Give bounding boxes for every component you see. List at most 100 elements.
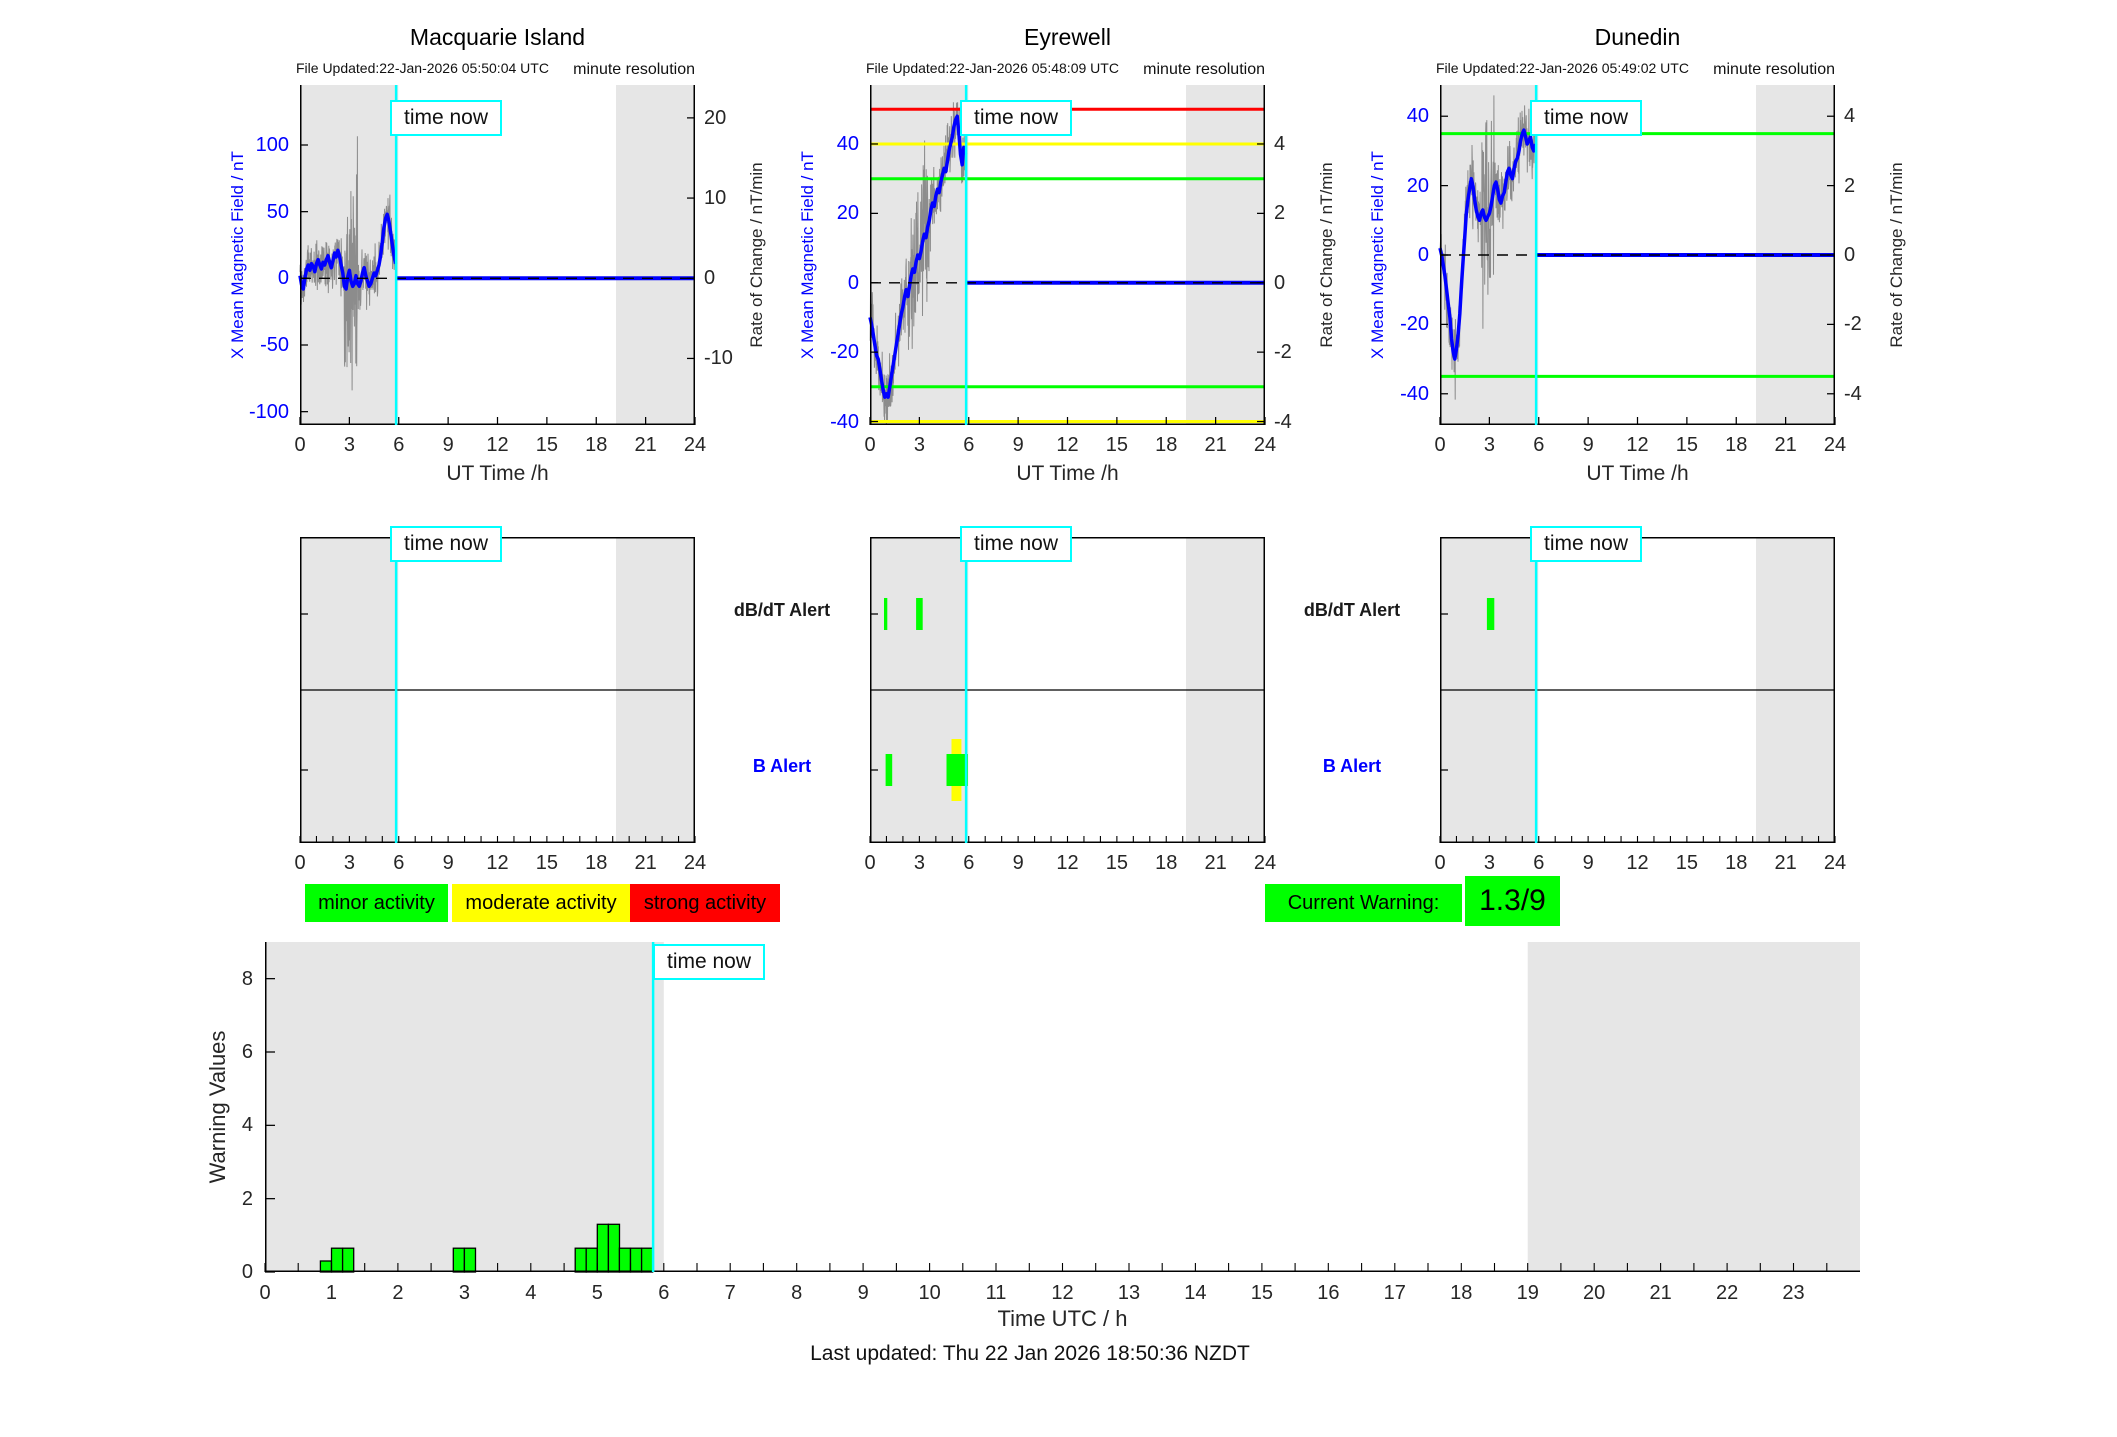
tick-label: 23 [1782,1282,1805,1304]
tick-label: 21 [1774,852,1797,874]
mean-field-line [1438,128,1538,361]
tick-label: 12 [1051,1282,1074,1304]
tick-label: 24 [683,434,707,456]
tick-label: -40 [1400,382,1429,405]
tick-label: 24 [1253,852,1277,874]
tick-label: 0 [704,267,716,290]
magnetometer-chart [1438,85,1836,425]
tick-label: 24 [1823,852,1847,874]
tick-label: 9 [857,1282,869,1304]
tick-label: 3 [458,1282,470,1304]
tick-label: -20 [1400,313,1429,336]
y-axis-label-right: Rate of Change / nT/min [1317,162,1336,348]
time-now-label: time now [390,526,503,562]
tick-label: 1 [325,1282,338,1304]
station-title: Dunedin [1594,24,1681,50]
tick-label: 0 [1434,434,1446,456]
tick-label: 0 [294,852,306,874]
tick-label: 2 [1274,202,1286,225]
tick-label: 21 [1204,434,1227,456]
tick-label: 17 [1383,1282,1406,1304]
tick-label: 0 [294,434,306,456]
tick-label: 3 [1483,434,1495,456]
x-axis-label: UT Time /h [446,462,549,485]
resolution-note: minute resolution [1713,61,1835,78]
tick-label: 4 [1274,132,1286,155]
tick-label: 40 [836,132,859,155]
tick-label: 2 [1844,174,1856,197]
alert-bar-minor [916,598,923,630]
tick-label: 4 [525,1282,537,1304]
time-now-label: time now [653,944,766,980]
tick-label: -4 [1274,410,1292,433]
tick-label: 19 [1516,1282,1539,1304]
tick-label: 15 [1675,852,1698,874]
tick-label: 18 [1450,1282,1473,1304]
tick-label: -20 [830,341,859,364]
b-alert-row-label: B Alert [752,756,812,776]
magnetometer-chart [298,85,696,425]
tick-label: 21 [1774,434,1797,456]
night-shading [265,942,664,1272]
tick-label: 15 [535,434,558,456]
tick-label: 6 [1533,434,1545,456]
raw-minute-trace [869,102,967,426]
tick-label: 0 [1417,244,1429,266]
tick-label: 0 [864,852,876,874]
mean-field-line [298,212,398,291]
tick-label: 5 [591,1282,603,1304]
warning-bar [596,1223,610,1273]
tick-label: 9 [1582,852,1594,874]
tick-label: 0 [864,434,876,456]
tick-label: 15 [1250,1282,1273,1304]
warning-bar [607,1223,621,1273]
warning-bar [452,1247,466,1273]
tick-label: 2 [241,1187,253,1210]
warning-bar [330,1247,344,1273]
tick-label: 9 [1582,434,1594,456]
tick-label: 10 [704,187,727,210]
tick-label: 14 [1184,1282,1207,1304]
tick-label: 12 [486,434,509,456]
dbdt-alert-row-label: dB/dT Alert [1303,600,1401,620]
tick-label: 9 [1012,852,1024,874]
station-title: Eyrewell [1024,24,1111,50]
tick-label: 0 [1434,852,1446,874]
tick-label: -100 [248,400,289,423]
tick-label: 11 [985,1282,1007,1304]
tick-label: 18 [1155,852,1178,874]
night-shading [1186,85,1265,425]
tick-label: 24 [1823,434,1847,456]
tick-label: 9 [442,434,454,456]
night-shading [616,85,695,425]
tick-label: 21 [634,852,657,874]
tick-label: 13 [1117,1282,1141,1304]
tick-label: 6 [963,434,975,456]
tick-label: 0 [259,1282,271,1304]
tick-label: 40 [1406,105,1429,128]
tick-label: 7 [724,1282,736,1304]
alert-bar-minor [1486,598,1495,630]
tick-label: 3 [913,434,925,456]
tick-label: 18 [585,434,608,456]
tick-label: 3 [343,852,355,874]
tick-label: 0 [1274,271,1286,294]
warning-bar [629,1247,643,1273]
tick-label: 6 [393,852,405,874]
tick-label: -4 [1844,382,1862,405]
warning-bar [341,1247,355,1273]
tick-label: 0 [277,267,289,290]
tick-label: -2 [1844,313,1862,336]
tick-label: 100 [255,134,289,156]
warning-bar [574,1247,587,1273]
x-axis-label: Time UTC / h [997,1306,1128,1331]
tick-label: 21 [1649,1282,1672,1304]
current-warning-value: 1.3/9 [1465,876,1560,926]
tick-label: -40 [830,410,859,433]
tick-label: 18 [1155,434,1178,456]
tick-label: 6 [963,852,975,874]
time-now-label: time now [960,526,1073,562]
tick-label: 3 [1483,852,1495,874]
tick-label: 6 [241,1041,253,1063]
